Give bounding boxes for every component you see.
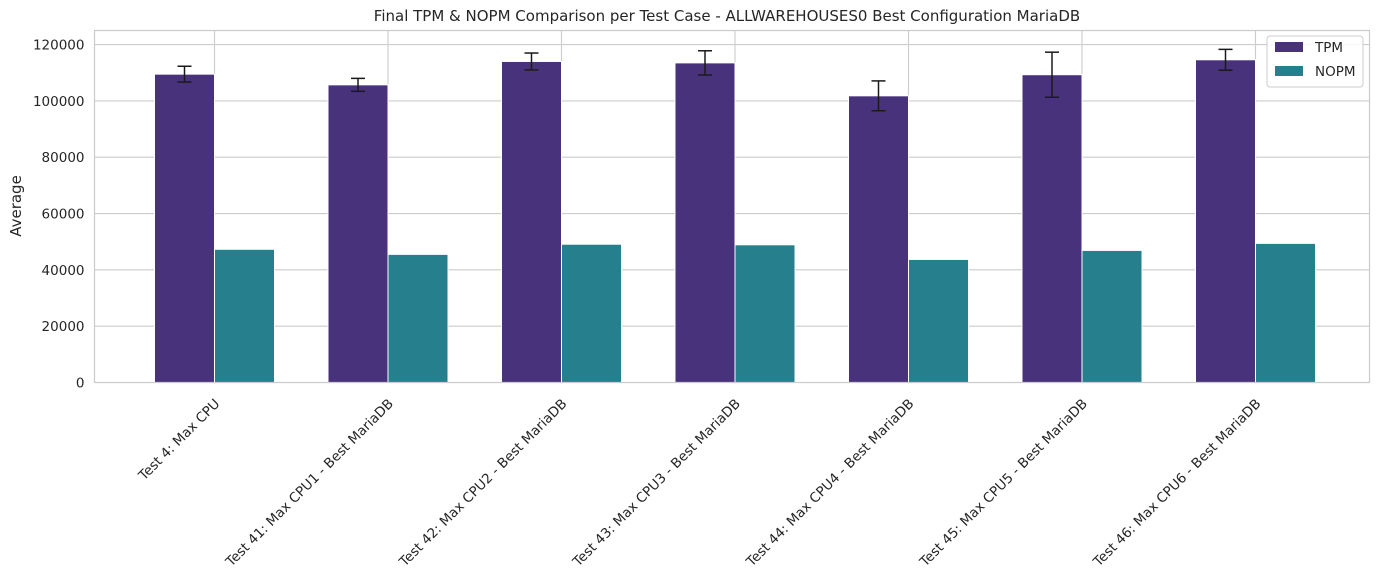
bar-nopm	[561, 243, 622, 383]
y-tick-label: 80000	[42, 150, 85, 166]
legend-swatch-nopm	[1275, 66, 1303, 76]
bar-tpm	[848, 95, 909, 383]
bar-nopm	[734, 244, 796, 383]
y-axis-label: Average	[7, 175, 25, 237]
error-bar	[1045, 51, 1059, 98]
plot-frame	[93, 29, 1371, 384]
error-bar	[871, 80, 886, 112]
error-bar	[524, 52, 539, 71]
legend: TPM NOPM	[1266, 35, 1364, 88]
legend-label-tpm: TPM	[1314, 40, 1343, 56]
y-tick-label: 100000	[33, 94, 85, 110]
error-bar	[1218, 48, 1233, 71]
bar-nopm	[1255, 242, 1316, 383]
y-tick-label: 60000	[42, 207, 85, 223]
bar-nopm	[387, 253, 449, 383]
bar-tpm	[154, 73, 215, 383]
bar-nopm	[214, 248, 275, 383]
y-tick-label: 40000	[42, 263, 85, 279]
y-tick-label: 0	[76, 376, 85, 392]
legend-label-nopm: NOPM	[1315, 64, 1356, 80]
y-tick-labels: 0 20000 40000 60000 80000 100000 120000	[33, 38, 85, 392]
error-bar	[177, 65, 192, 83]
error-bar	[351, 77, 365, 93]
y-tick-label: 20000	[42, 319, 85, 335]
chart-title: Final TPM & NOPM Comparison per Test Cas…	[374, 7, 1080, 25]
bar-tpm	[327, 84, 389, 384]
error-bar	[698, 50, 712, 76]
bar-nopm	[908, 258, 969, 383]
y-tick-label: 120000	[33, 38, 85, 54]
bar-tpm	[1195, 59, 1256, 383]
bars-group	[154, 59, 1316, 384]
legend-swatch-tpm	[1275, 42, 1303, 52]
bar-tpm	[501, 60, 562, 383]
bar-tpm	[674, 62, 736, 383]
bar-nopm	[1081, 249, 1143, 383]
bar-tpm	[1021, 74, 1083, 383]
error-bars-group	[177, 48, 1233, 112]
